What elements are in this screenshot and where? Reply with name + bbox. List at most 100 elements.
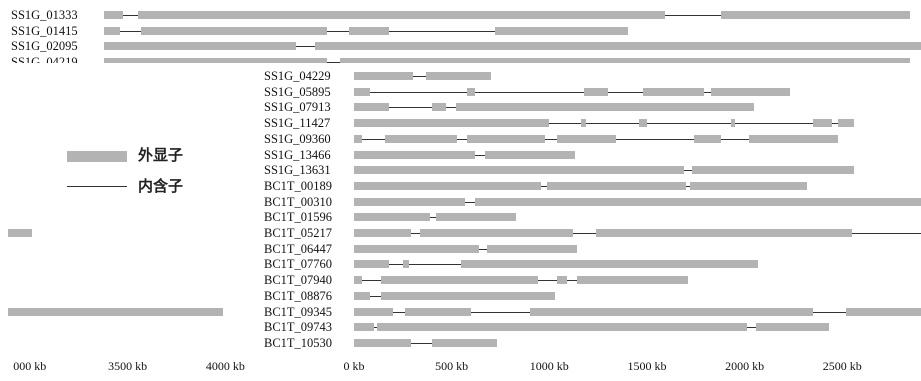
exon-block xyxy=(529,307,813,316)
exon-block xyxy=(691,166,854,175)
exon-block xyxy=(436,213,517,222)
exon-block xyxy=(730,119,735,128)
exon-block xyxy=(104,26,120,35)
gene-label: BC1T_06447 xyxy=(264,241,333,256)
exon-block xyxy=(354,150,476,159)
gene-label: BC1T_01596 xyxy=(264,210,333,225)
exon-block xyxy=(584,87,608,96)
exon-block xyxy=(377,323,747,332)
gene-label: BC1T_09743 xyxy=(264,320,333,335)
exon-block xyxy=(420,229,573,237)
exon-block xyxy=(720,11,910,19)
exon-block xyxy=(494,26,628,35)
exon-block xyxy=(104,57,328,66)
gene-label: BC1T_09345 xyxy=(264,304,333,319)
exon-block xyxy=(486,244,577,253)
exon-block xyxy=(484,150,575,159)
exon-block xyxy=(381,276,538,285)
gene-label: SS1G_01333 xyxy=(11,8,78,22)
intron-line xyxy=(354,342,497,344)
gene-label: BC1T_00310 xyxy=(264,194,333,209)
exon-block xyxy=(838,119,854,128)
exon-block xyxy=(354,103,390,112)
axis-tick-label: 0 kb xyxy=(343,359,365,373)
exon-block xyxy=(467,87,476,96)
exon-block xyxy=(639,119,647,128)
exon-block xyxy=(354,291,370,300)
exon-block xyxy=(354,229,411,237)
gene-label: SS1G_01415 xyxy=(11,23,78,38)
exon-block xyxy=(846,307,921,316)
gene-label: BC1T_10530 xyxy=(264,335,333,350)
intron-line xyxy=(354,217,517,219)
exon-legend-label: 外显子 xyxy=(138,146,184,164)
exon-block xyxy=(354,181,542,190)
exon-block xyxy=(381,291,556,300)
exon-block xyxy=(557,134,616,143)
exon-block xyxy=(354,338,411,347)
axis-tick-label: 2500 kb xyxy=(822,359,862,373)
gene-label: BC1T_08876 xyxy=(264,288,333,303)
exon-block xyxy=(689,181,808,190)
gene-label: BC1T_00189 xyxy=(264,178,333,193)
axis-tick-label: 3500 kb xyxy=(108,359,148,373)
intron-line xyxy=(354,76,491,77)
exon-block xyxy=(354,307,394,316)
axis-tick-label: 1000 kb xyxy=(529,359,569,373)
exon-block xyxy=(404,307,472,316)
gene-label: SS1G_04229 xyxy=(264,69,331,83)
exon-block xyxy=(104,11,123,19)
exon-block xyxy=(467,134,546,143)
intron-line xyxy=(354,91,790,93)
exon-block xyxy=(348,26,390,35)
exon-block xyxy=(354,323,374,332)
exon-block xyxy=(576,276,688,285)
axis-tick-label: 500 kb xyxy=(435,359,469,373)
intron-line xyxy=(354,123,854,125)
axis-tick-label: 1500 kb xyxy=(627,359,667,373)
gene-label: SS1G_02095 xyxy=(11,39,78,53)
exon-block xyxy=(354,87,370,96)
gene-label: SS1G_07913 xyxy=(264,100,331,115)
gene-label: SS1G_11427 xyxy=(264,116,331,131)
exon-block xyxy=(557,276,567,285)
exon-block xyxy=(426,72,491,80)
exon-block xyxy=(461,260,759,269)
gene-label: BC1T_05217 xyxy=(264,226,333,240)
intron-legend-swatch xyxy=(67,186,127,187)
exon-block xyxy=(354,72,413,80)
exon-block xyxy=(455,103,755,112)
exon-block xyxy=(354,119,550,128)
exon-block xyxy=(314,42,921,50)
exon-block xyxy=(104,42,297,50)
exon-block xyxy=(475,197,921,206)
panel-cut-mask xyxy=(0,63,921,71)
exon-block xyxy=(354,260,390,269)
exon-block xyxy=(354,244,479,253)
exon-block xyxy=(385,134,458,143)
exon-block xyxy=(812,119,833,128)
gene-label: SS1G_13466 xyxy=(264,147,331,162)
exon-block xyxy=(8,307,224,316)
exon-block xyxy=(339,57,910,66)
axis-tick-label: 2000 kb xyxy=(725,359,765,373)
exon-block xyxy=(354,213,431,222)
exon-block xyxy=(354,166,685,175)
exon-block xyxy=(432,103,446,112)
exon-block xyxy=(580,119,587,128)
exon-block xyxy=(8,229,32,237)
gene-label: BC1T_07760 xyxy=(264,257,333,272)
exon-block xyxy=(402,260,409,269)
exon-block xyxy=(354,276,362,285)
exon-block xyxy=(756,323,829,332)
exon-block xyxy=(547,181,686,190)
exon-legend-swatch xyxy=(67,151,127,162)
exon-block xyxy=(354,197,466,206)
exon-block xyxy=(748,134,839,143)
exon-block xyxy=(432,338,497,347)
intron-legend-label: 内含子 xyxy=(138,177,184,195)
axis-tick-label: 4000 kb xyxy=(205,359,245,373)
gene-label: SS1G_05895 xyxy=(264,84,331,99)
gene-label: SS1G_13631 xyxy=(264,163,331,178)
exon-block xyxy=(596,229,852,237)
